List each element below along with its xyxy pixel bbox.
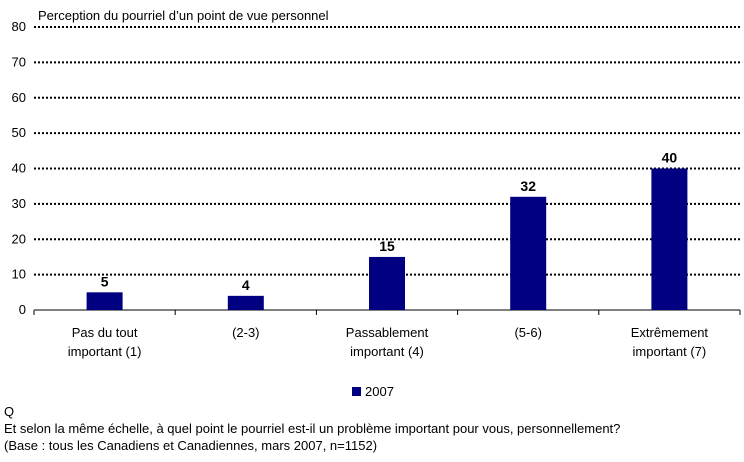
question-label: Q (4, 404, 15, 419)
y-tick-label-20: 20 (12, 231, 26, 246)
base-note: (Base : tous les Canadiens et Canadienne… (4, 438, 378, 453)
bar-1 (227, 295, 264, 310)
bar-2 (369, 256, 405, 310)
bar-0 (86, 292, 123, 310)
data-label-0: 5 (101, 273, 109, 289)
y-tick-label-10: 10 (12, 267, 26, 282)
y-tick-label-50: 50 (12, 125, 26, 140)
data-label-1: 4 (242, 277, 250, 293)
y-tick-label-0: 0 (19, 302, 26, 317)
x-tick-label-4-0: Extrêmement (631, 325, 709, 340)
y-tick-label-80: 80 (12, 19, 26, 34)
data-label-4: 40 (662, 150, 678, 166)
question-text: Et selon la même échelle, à quel point l… (4, 421, 621, 436)
x-tick-label-2-0: Passablement (346, 325, 429, 340)
y-tick-label-40: 40 (12, 161, 26, 176)
bar-4 (651, 168, 688, 310)
x-tick-label-2-1: important (4) (350, 344, 424, 359)
legend-swatch-2007 (352, 387, 361, 396)
data-label-2: 15 (379, 238, 395, 254)
x-tick-label-4-1: important (7) (633, 344, 707, 359)
legend: 2007 (352, 384, 394, 399)
x-tick-label-1-0: (2-3) (232, 325, 259, 340)
bar-3 (510, 196, 547, 310)
question-text-block: Q Et selon la même échelle, à quel point… (4, 403, 620, 454)
y-tick-label-70: 70 (12, 54, 26, 69)
y-tick-label-30: 30 (12, 196, 26, 211)
x-tick-label-0-1: important (1) (68, 344, 142, 359)
y-tick-label-60: 60 (12, 90, 26, 105)
bar-chart: 0 10 20 30 40 50 60 70 80 5 Pas du tout important (… (12, 19, 741, 359)
chart-title: Perception du pourriel d’un point de vue… (38, 8, 329, 23)
legend-label-2007: 2007 (365, 384, 394, 399)
data-label-3: 32 (520, 178, 536, 194)
x-tick-label-0-0: Pas du tout (72, 325, 138, 340)
x-tick-label-3-0: (5-6) (514, 325, 541, 340)
